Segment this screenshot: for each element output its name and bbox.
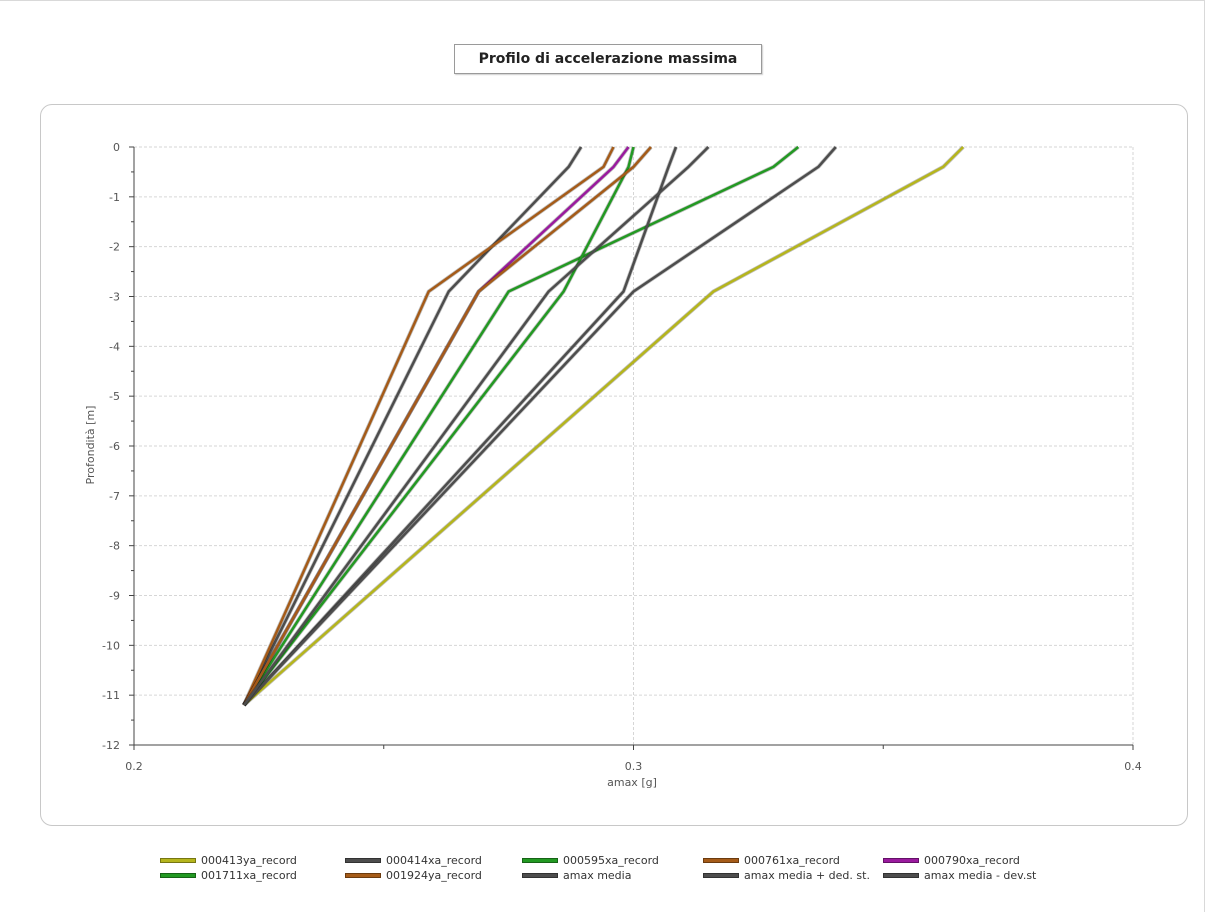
series-line-shadow xyxy=(242,145,631,707)
series-line-shadow xyxy=(242,145,965,707)
legend-label: amax media + ded. st. xyxy=(744,868,870,882)
y-tick-label: -3 xyxy=(109,291,120,304)
chart-title: Profilo di accelerazione massima xyxy=(478,51,738,67)
legend-label: 000414xa_record xyxy=(386,853,482,867)
legend-item: 000595xa_record xyxy=(522,852,659,868)
y-tick-label: -7 xyxy=(109,490,120,503)
series-line-shadow xyxy=(242,145,838,707)
legend-swatch xyxy=(703,857,739,863)
legend-item: amax media + ded. st. xyxy=(703,867,870,883)
chart-title-box: Profilo di accelerazione massima xyxy=(454,44,762,74)
series-line xyxy=(242,146,710,706)
legend-label: 000761xa_record xyxy=(744,853,840,867)
legend-item: 001711xa_record xyxy=(160,867,297,883)
legend-item: 000761xa_record xyxy=(703,852,840,868)
legend-label: 000413ya_record xyxy=(201,853,297,867)
y-tick-label: -11 xyxy=(102,689,120,702)
series-line xyxy=(242,146,837,706)
legend-label: amax media - dev.st xyxy=(924,868,1037,882)
legend-swatch xyxy=(345,872,381,878)
y-tick-label: -1 xyxy=(109,191,120,204)
y-tick-label: -4 xyxy=(109,340,120,353)
series-layer xyxy=(242,145,965,707)
legend-swatch xyxy=(160,872,196,878)
x-tick-label: 0.2 xyxy=(125,760,143,773)
legend-label: 001924ya_record xyxy=(386,868,482,882)
legend-swatch xyxy=(160,857,196,863)
series-line xyxy=(242,146,615,706)
legend-swatch xyxy=(522,872,558,878)
legend-item: 000413ya_record xyxy=(160,852,297,868)
legend-swatch xyxy=(703,872,739,878)
series-line xyxy=(242,146,678,706)
legend-label: amax media xyxy=(563,868,632,882)
grid-layer xyxy=(134,146,1134,745)
y-axis-label: Profondità [m] xyxy=(84,406,97,485)
series-line-shadow xyxy=(242,146,636,707)
legend-item: 000414xa_record xyxy=(345,852,482,868)
y-tick-label: -6 xyxy=(109,440,120,453)
x-tick-label: 0.3 xyxy=(625,760,643,773)
legend-item: amax media - dev.st xyxy=(883,867,1036,883)
y-tick-label: -8 xyxy=(109,540,120,553)
x-tick-label: 0.4 xyxy=(1124,760,1142,773)
series-line xyxy=(242,146,635,706)
y-tick-label: -2 xyxy=(109,241,120,254)
legend-label: 000790xa_record xyxy=(924,853,1020,867)
series-line xyxy=(243,146,965,707)
y-tick-label: -5 xyxy=(109,390,120,403)
legend-item: amax media xyxy=(522,867,631,883)
series-line-shadow xyxy=(242,145,800,707)
series-line xyxy=(242,146,630,706)
series-line-shadow xyxy=(242,145,583,706)
legend-swatch xyxy=(345,857,381,863)
y-tick-label: 0 xyxy=(113,141,120,154)
series-line xyxy=(242,146,652,706)
axis-layer: 0 -1 -2 -3 -4 -5 -6 -7 -8 -9 -10 -11 -12 0.2 0.3 0.4 xyxy=(102,141,1142,773)
legend-swatch xyxy=(883,857,919,863)
y-tick-label: -9 xyxy=(109,590,120,603)
plot-panel xyxy=(40,104,1188,826)
legend-label: 000595xa_record xyxy=(563,853,659,867)
legend-item: 000790xa_record xyxy=(883,852,1020,868)
y-tick-label: -10 xyxy=(102,639,120,652)
x-axis-label: amax [g] xyxy=(607,776,657,789)
legend-item: 001924ya_record xyxy=(345,867,482,883)
series-line xyxy=(242,146,800,706)
legend-swatch xyxy=(522,857,558,863)
y-tick-label: -12 xyxy=(102,739,120,752)
legend-swatch xyxy=(883,872,919,878)
legend-label: 001711xa_record xyxy=(201,868,297,882)
series-line xyxy=(242,146,583,706)
